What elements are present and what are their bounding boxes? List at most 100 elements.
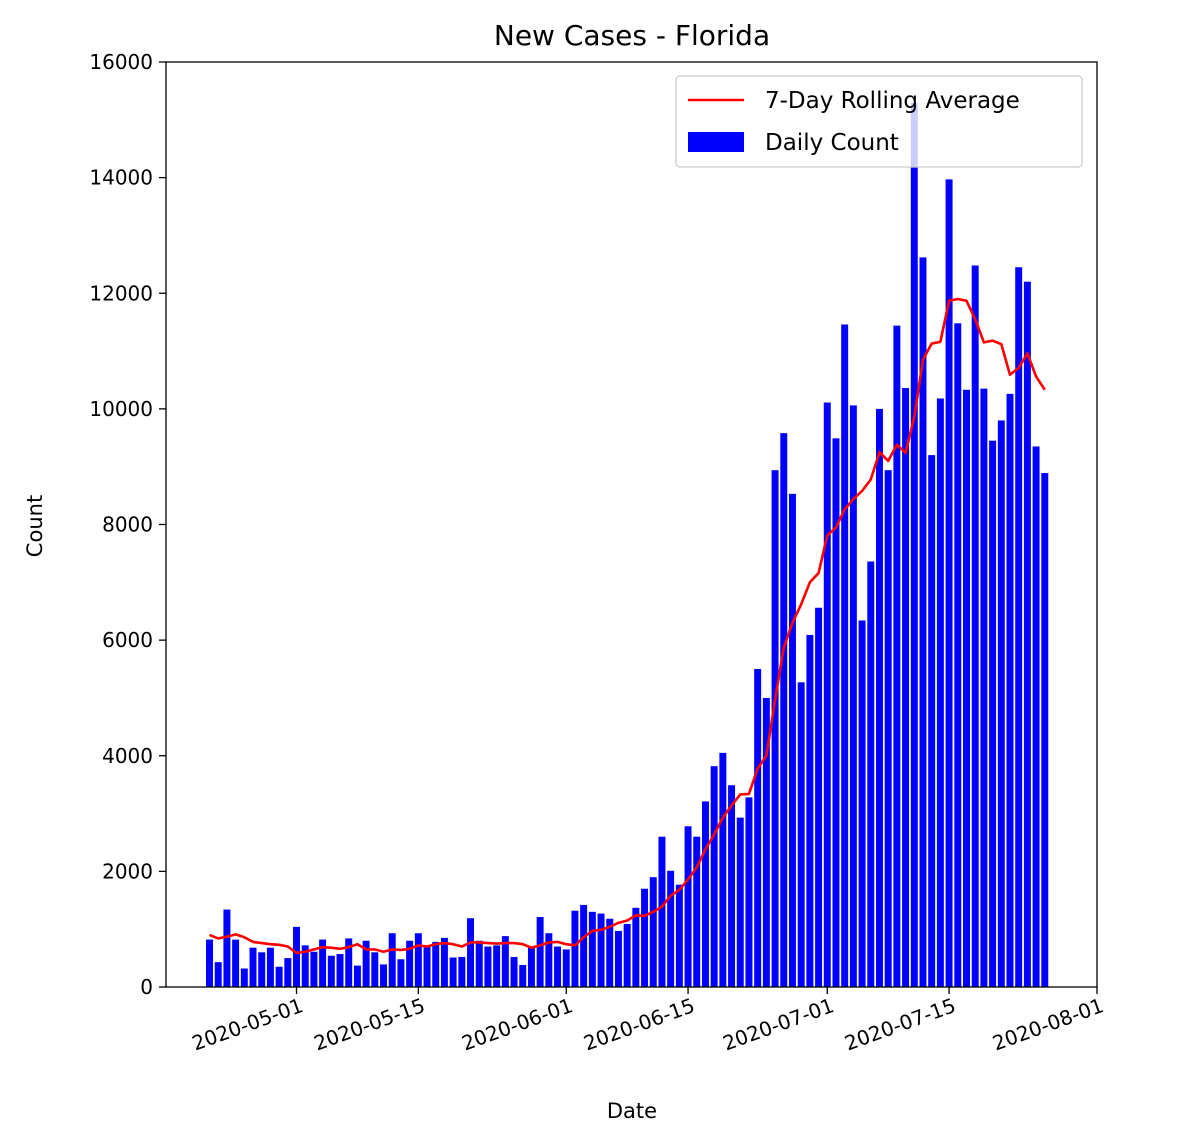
y-tick-label: 16000 bbox=[89, 50, 153, 74]
bar-daily-count bbox=[232, 939, 240, 987]
bar-daily-count bbox=[858, 620, 866, 987]
bar-daily-count bbox=[223, 909, 231, 987]
chart-title: New Cases - Florida bbox=[494, 19, 770, 52]
bar-daily-count bbox=[841, 324, 849, 988]
bar-daily-count bbox=[1015, 267, 1023, 988]
bar-daily-count bbox=[701, 801, 709, 987]
bar-daily-count bbox=[449, 957, 457, 987]
bar-daily-count bbox=[554, 946, 562, 987]
bar-daily-count bbox=[240, 968, 248, 987]
bar-daily-count bbox=[675, 884, 683, 987]
bar-daily-count bbox=[884, 470, 892, 987]
bar-daily-count bbox=[780, 433, 788, 987]
daily-count-bars bbox=[206, 103, 1049, 988]
y-tick-label: 4000 bbox=[102, 744, 153, 768]
bar-daily-count bbox=[501, 936, 509, 988]
bar-daily-count bbox=[467, 918, 475, 987]
y-tick-label: 10000 bbox=[89, 397, 153, 421]
bar-daily-count bbox=[206, 939, 213, 987]
bar-daily-count bbox=[371, 952, 379, 987]
bar-daily-count bbox=[893, 325, 901, 988]
bar-daily-count bbox=[1006, 393, 1014, 988]
y-tick-label: 12000 bbox=[89, 281, 153, 305]
bar-daily-count bbox=[641, 888, 649, 987]
bar-daily-count bbox=[936, 398, 944, 988]
bar-daily-count bbox=[388, 933, 396, 987]
bar-daily-count bbox=[719, 752, 727, 987]
y-tick-label: 8000 bbox=[102, 513, 153, 537]
bar-daily-count bbox=[849, 405, 857, 987]
bar-daily-count bbox=[380, 964, 387, 987]
bar-daily-count bbox=[736, 817, 744, 987]
x-tick-label: 2020-08-01 bbox=[989, 993, 1106, 1055]
bar-daily-count bbox=[1041, 473, 1049, 987]
bar-daily-count bbox=[510, 956, 518, 987]
legend: 7-Day Rolling Average Daily Count bbox=[675, 75, 1083, 168]
x-tick-label: 2020-05-01 bbox=[189, 993, 306, 1055]
bar-daily-count bbox=[632, 907, 640, 987]
y-tick-label: 14000 bbox=[89, 166, 153, 190]
bar-daily-count bbox=[345, 938, 353, 987]
bar-daily-count bbox=[571, 910, 579, 987]
bar-daily-count bbox=[797, 682, 805, 987]
x-tick-label: 2020-07-01 bbox=[720, 993, 837, 1055]
bar-daily-count bbox=[963, 389, 970, 987]
bar-daily-count bbox=[614, 930, 622, 987]
bar-daily-count bbox=[832, 438, 840, 987]
bar-daily-count bbox=[310, 951, 318, 987]
bar-daily-count bbox=[910, 103, 918, 988]
x-tick-label: 2020-07-15 bbox=[841, 993, 958, 1055]
x-tick-label: 2020-06-15 bbox=[580, 993, 697, 1055]
bar-daily-count bbox=[623, 923, 631, 987]
bar-daily-count bbox=[867, 561, 875, 987]
bar-daily-count bbox=[397, 959, 405, 987]
bar-daily-count bbox=[771, 470, 779, 987]
bar-daily-count bbox=[362, 940, 370, 987]
bar-daily-count bbox=[971, 265, 979, 987]
bar-daily-count bbox=[284, 958, 292, 987]
x-axis: 2020-05-01 2020-05-15 2020-06-01 2020-06-15… bbox=[189, 987, 1107, 1055]
bar-daily-count bbox=[275, 966, 283, 987]
bar-daily-count bbox=[649, 877, 657, 987]
bar-daily-count bbox=[762, 697, 770, 987]
bar-daily-count bbox=[928, 455, 936, 988]
bar-daily-count bbox=[745, 797, 753, 988]
bar-daily-count bbox=[353, 965, 361, 987]
bar-daily-count bbox=[989, 440, 997, 987]
bar-daily-count bbox=[919, 257, 927, 987]
x-tick-label: 2020-05-15 bbox=[311, 993, 428, 1055]
bar-daily-count bbox=[980, 388, 988, 987]
bar-daily-count bbox=[519, 965, 527, 987]
bar-daily-count bbox=[710, 766, 718, 987]
bar-daily-count bbox=[1032, 446, 1040, 987]
bar-daily-count bbox=[597, 913, 605, 987]
bar-daily-count bbox=[458, 956, 466, 987]
bar-daily-count bbox=[823, 402, 831, 987]
bar-daily-count bbox=[527, 946, 535, 987]
bar-daily-count bbox=[293, 926, 300, 988]
bar-daily-count bbox=[475, 940, 483, 987]
bar-daily-count bbox=[1023, 281, 1031, 987]
bar-daily-count bbox=[606, 918, 614, 987]
bar-daily-count bbox=[432, 941, 440, 987]
bar-daily-count bbox=[319, 939, 327, 987]
bar-daily-count bbox=[806, 634, 814, 987]
bar-daily-count bbox=[266, 947, 274, 987]
bar-daily-count bbox=[545, 933, 553, 987]
y-axis-title: Count bbox=[23, 495, 47, 557]
bar-daily-count bbox=[562, 949, 570, 987]
bar-daily-count bbox=[954, 323, 962, 987]
bar-daily-count bbox=[902, 388, 910, 987]
bar-daily-count bbox=[658, 836, 666, 987]
bar-daily-count bbox=[301, 945, 309, 988]
bar-daily-count bbox=[788, 493, 796, 987]
bar-daily-count bbox=[493, 945, 501, 988]
bar-daily-count bbox=[876, 408, 883, 988]
bar-daily-count bbox=[406, 940, 414, 987]
bar-daily-count bbox=[414, 933, 422, 987]
rolling-average-line bbox=[209, 297, 1046, 955]
bar-daily-count bbox=[728, 785, 736, 987]
y-tick-label: 6000 bbox=[102, 628, 153, 652]
bar-daily-count bbox=[684, 826, 692, 987]
